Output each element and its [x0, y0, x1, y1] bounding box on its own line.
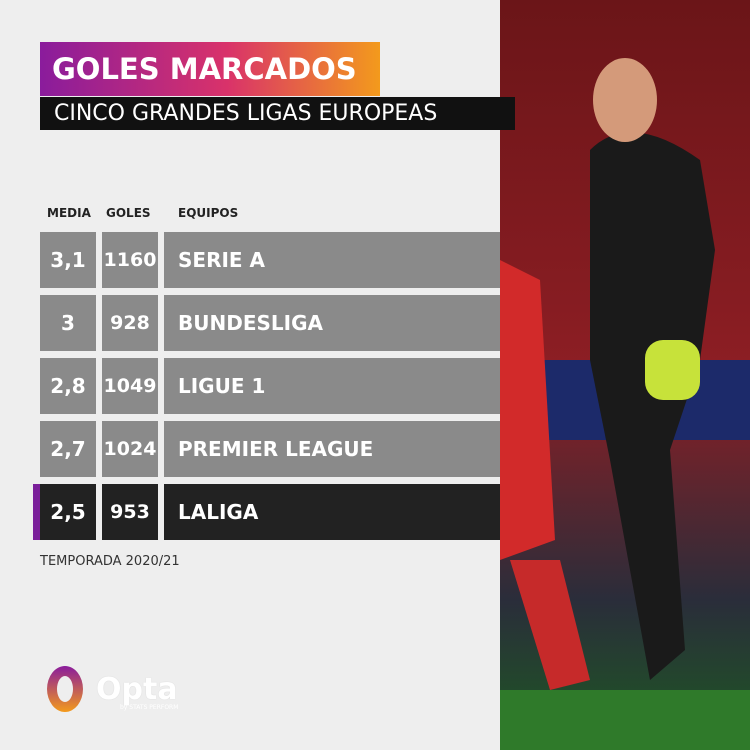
title: GOLES MARCADOS	[40, 42, 380, 96]
logo-tagline: by STATS PERFORM	[120, 704, 179, 711]
table-cell: 2,5	[40, 484, 96, 540]
table-cell: LALIGA	[164, 484, 500, 540]
table-cell: 1049	[102, 358, 158, 414]
table-cell: 2,7	[40, 421, 96, 477]
table-row: 2,5 953 LALIGA	[33, 484, 500, 540]
table-cell: 1160	[102, 232, 158, 288]
table-cell: 953	[102, 484, 158, 540]
column-header: EQUIPOS	[178, 206, 239, 220]
player-photo	[500, 0, 750, 750]
column-header: MEDIA	[47, 206, 91, 220]
table-cell: 2,8	[40, 358, 96, 414]
table-row: 2,7 1024 PREMIER LEAGUE	[40, 421, 500, 477]
table-cell: 928	[102, 295, 158, 351]
footnote: TEMPORADA 2020/21	[40, 554, 180, 569]
table-cell: 3,1	[40, 232, 96, 288]
table-row: 3,1 1160 SERIE A	[40, 232, 500, 288]
subtitle: CINCO GRANDES LIGAS EUROPEAS	[40, 97, 515, 130]
table-cell: 1024	[102, 421, 158, 477]
table-cell: BUNDESLIGA	[164, 295, 500, 351]
table-row: 3 928 BUNDESLIGA	[40, 295, 500, 351]
table-cell: PREMIER LEAGUE	[164, 421, 500, 477]
table-cell: SERIE A	[164, 232, 500, 288]
logo-name: Opta	[96, 672, 178, 707]
column-header: GOLES	[106, 206, 151, 220]
table-cell: 3	[40, 295, 96, 351]
table-row: 2,8 1049 LIGUE 1	[40, 358, 500, 414]
table-cell: LIGUE 1	[164, 358, 500, 414]
logo-icon	[47, 666, 83, 712]
